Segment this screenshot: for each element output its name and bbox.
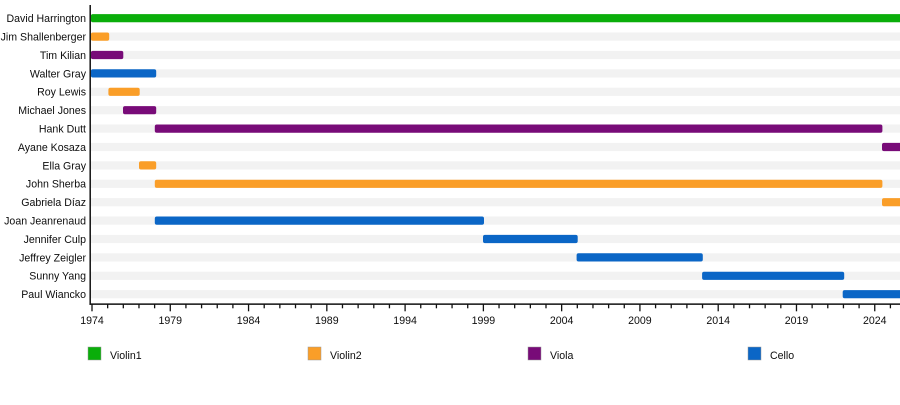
- svg-text:1974: 1974: [80, 315, 104, 327]
- svg-text:Ayane Kosaza: Ayane Kosaza: [18, 142, 86, 154]
- svg-text:John Sherba: John Sherba: [26, 179, 86, 191]
- svg-text:Cello: Cello: [770, 350, 794, 362]
- svg-text:Sunny Yang: Sunny Yang: [29, 271, 86, 283]
- svg-text:1979: 1979: [158, 315, 182, 327]
- svg-text:Jim Shallenberger: Jim Shallenberger: [1, 32, 87, 44]
- svg-text:2004: 2004: [550, 315, 574, 327]
- svg-text:2024: 2024: [863, 315, 887, 327]
- svg-text:Viola: Viola: [550, 350, 573, 362]
- svg-text:Jeffrey Zeigler: Jeffrey Zeigler: [19, 252, 86, 264]
- svg-text:David Harrington: David Harrington: [7, 13, 87, 25]
- svg-text:1994: 1994: [393, 315, 417, 327]
- svg-text:2009: 2009: [628, 315, 652, 327]
- svg-text:2014: 2014: [706, 315, 730, 327]
- svg-text:Walter Gray: Walter Gray: [30, 68, 87, 80]
- svg-text:Hank Dutt: Hank Dutt: [39, 124, 86, 136]
- svg-text:Violin2: Violin2: [330, 350, 362, 362]
- svg-text:1999: 1999: [472, 315, 496, 327]
- svg-text:Ella Gray: Ella Gray: [42, 160, 86, 172]
- svg-text:1984: 1984: [237, 315, 261, 327]
- svg-text:2019: 2019: [785, 315, 809, 327]
- svg-text:Michael Jones: Michael Jones: [18, 105, 86, 117]
- svg-text:Paul Wiancko: Paul Wiancko: [21, 289, 86, 301]
- svg-text:Jennifer Culp: Jennifer Culp: [24, 234, 87, 246]
- svg-text:Roy Lewis: Roy Lewis: [37, 87, 86, 99]
- svg-text:Tim Kilian: Tim Kilian: [40, 50, 86, 62]
- svg-text:Gabriela Díaz: Gabriela Díaz: [21, 197, 86, 209]
- svg-text:Joan Jeanrenaud: Joan Jeanrenaud: [4, 216, 86, 228]
- svg-text:1989: 1989: [315, 315, 339, 327]
- svg-text:Violin1: Violin1: [110, 350, 142, 362]
